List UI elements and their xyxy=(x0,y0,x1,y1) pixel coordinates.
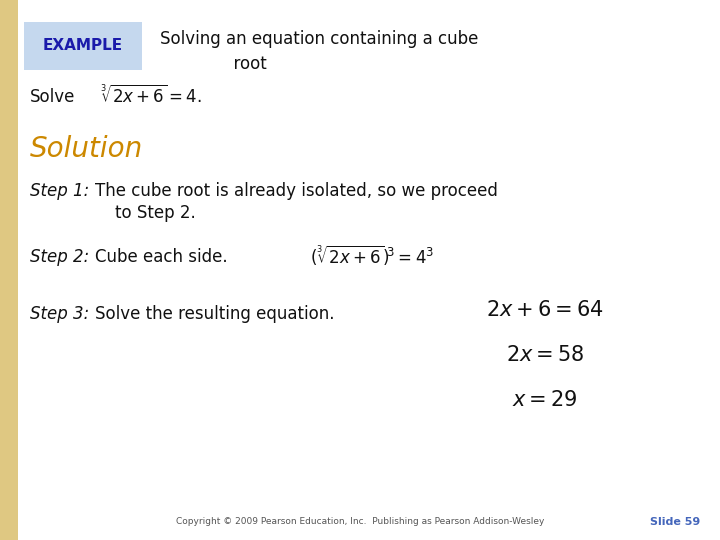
Text: Solution: Solution xyxy=(30,135,143,163)
Text: $\left(\sqrt[3]{2x+6}\right)^{\!3} = 4^3$: $\left(\sqrt[3]{2x+6}\right)^{\!3} = 4^3… xyxy=(310,243,434,267)
Text: to Step 2.: to Step 2. xyxy=(115,204,196,222)
Text: Solve the resulting equation.: Solve the resulting equation. xyxy=(95,305,335,323)
Text: Copyright © 2009 Pearson Education, Inc.  Publishing as Pearson Addison-Wesley: Copyright © 2009 Pearson Education, Inc.… xyxy=(176,517,544,526)
Text: EXAMPLE: EXAMPLE xyxy=(43,38,123,53)
Text: Step 1:: Step 1: xyxy=(30,182,89,200)
Text: Step 2:: Step 2: xyxy=(30,248,89,266)
Text: $2x+6=64$: $2x+6=64$ xyxy=(486,300,604,320)
Text: $2x=58$: $2x=58$ xyxy=(506,345,584,365)
FancyBboxPatch shape xyxy=(24,22,142,70)
Text: Solving an equation containing a cube
              root: Solving an equation containing a cube ro… xyxy=(160,30,478,73)
Text: The cube root is already isolated, so we proceed: The cube root is already isolated, so we… xyxy=(95,182,498,200)
Text: Solve: Solve xyxy=(30,88,76,106)
Text: Cube each side.: Cube each side. xyxy=(95,248,228,266)
Text: $x=29$: $x=29$ xyxy=(513,390,577,410)
Text: $\sqrt[3]{2x+6} = 4.$: $\sqrt[3]{2x+6} = 4.$ xyxy=(100,85,202,107)
Text: Slide 59: Slide 59 xyxy=(649,517,700,527)
Text: Step 3:: Step 3: xyxy=(30,305,89,323)
Bar xyxy=(0,0,18,540)
